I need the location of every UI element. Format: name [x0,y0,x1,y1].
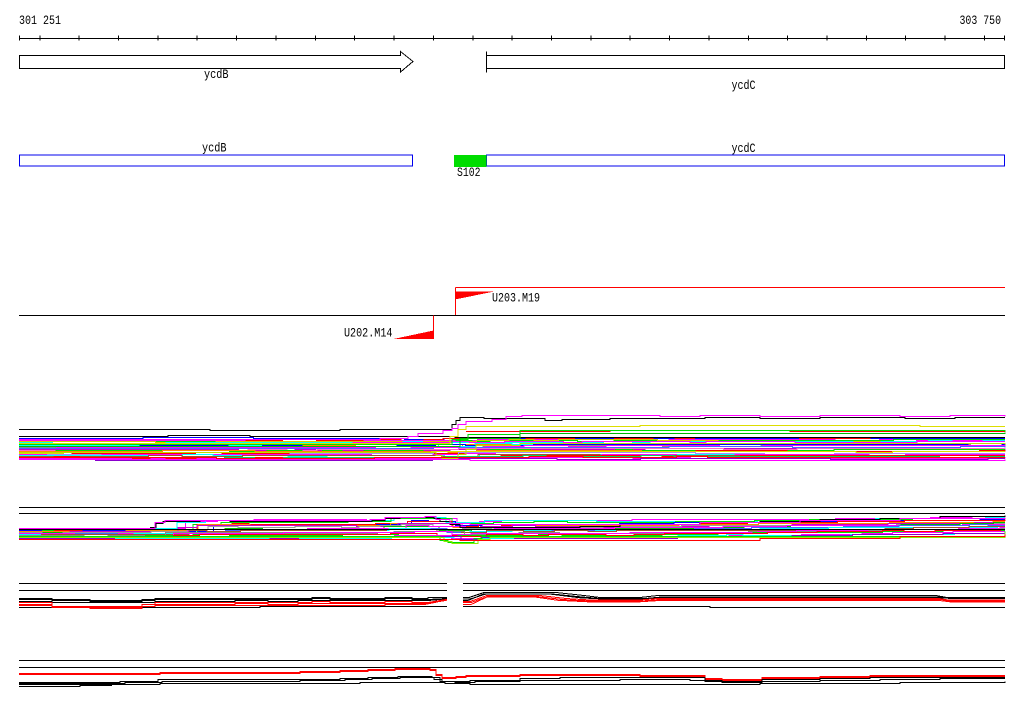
svg-text:ycdB: ycdB [204,68,229,82]
svg-text:ycdC: ycdC [732,142,756,156]
svg-text:ycdB: ycdB [202,142,227,156]
svg-text:ycdC: ycdC [732,79,756,93]
svg-text:U202.M14: U202.M14 [344,327,393,341]
svg-text:U203.M19: U203.M19 [492,292,540,306]
svg-text:S102: S102 [457,166,481,180]
svg-text:303 750: 303 750 [960,14,1002,28]
svg-text:301 251: 301 251 [19,14,61,28]
